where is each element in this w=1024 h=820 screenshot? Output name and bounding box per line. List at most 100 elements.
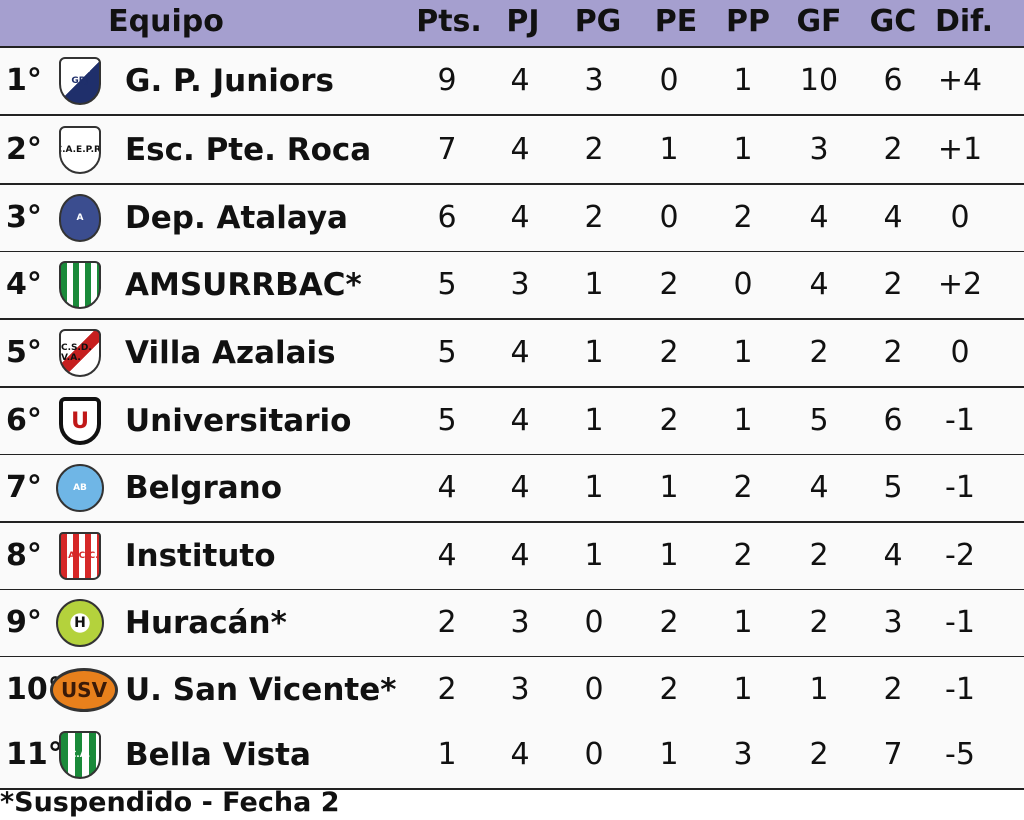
- stat-pe: 2: [659, 403, 679, 438]
- huracan-crest-icon: H: [55, 598, 105, 648]
- stat-dif: +2: [937, 267, 983, 302]
- stat-pg: 1: [584, 335, 604, 370]
- stat-pp: 1: [733, 403, 753, 438]
- stat-pj: 3: [510, 605, 530, 640]
- stat-gf: 3: [809, 132, 829, 167]
- stat-pts: 5: [437, 335, 457, 370]
- crest-shape: AB: [56, 464, 104, 512]
- stat-pts: 9: [437, 63, 457, 98]
- stat-pp: 2: [733, 470, 753, 505]
- stat-gc: 3: [883, 605, 903, 640]
- table-row: 2° C.A.E.P.R. Esc. Pte. Roca 7 4 2 1 1 3 2 +1: [0, 117, 1024, 185]
- rank: 11°: [6, 737, 63, 772]
- stat-pg: 0: [584, 737, 604, 772]
- rank: 5°: [6, 335, 42, 370]
- rank: 7°: [6, 470, 42, 505]
- table-row: 4° AMSURRBAC* 5 3 1 2 0 4 2 +2: [0, 252, 1024, 320]
- stat-pe: 2: [659, 267, 679, 302]
- stat-pe: 2: [659, 605, 679, 640]
- stat-dif: -1: [945, 672, 975, 707]
- stat-pp: 1: [733, 672, 753, 707]
- stat-pts: 5: [437, 403, 457, 438]
- stat-gc: 2: [883, 672, 903, 707]
- rank: 8°: [6, 538, 42, 573]
- team-name: AMSURRBAC*: [125, 267, 362, 303]
- stat-pj: 4: [510, 403, 530, 438]
- crest-shape: I.A.C.C.: [59, 532, 101, 580]
- table-row: 6° U Universitario 5 4 1 2 1 5 6 -1: [0, 388, 1024, 456]
- team-name: Dep. Atalaya: [125, 200, 348, 236]
- stat-pp: 0: [733, 267, 753, 302]
- stat-pp: 2: [733, 538, 753, 573]
- crest-shape: USV: [50, 668, 118, 712]
- table-row: 7° AB Belgrano 4 4 1 1 2 4 5 -1: [0, 455, 1024, 523]
- stat-gf: 4: [809, 470, 829, 505]
- stat-pp: 2: [733, 200, 753, 235]
- stat-dif: 0: [950, 335, 970, 370]
- header-pp: PP: [726, 4, 770, 39]
- stat-gc: 4: [883, 200, 903, 235]
- stat-gc: 4: [883, 538, 903, 573]
- table-row: 5° C.S.D. V.A. Villa Azalais 5 4 1 2 1 2 2 0: [0, 320, 1024, 388]
- rank: 3°: [6, 200, 42, 235]
- stat-gc: 6: [883, 403, 903, 438]
- crest-shape: C.S.D. V.A.: [59, 329, 101, 377]
- rank: 9°: [6, 605, 42, 640]
- team-name: U. San Vicente*: [125, 672, 397, 708]
- header-pj: PJ: [506, 4, 540, 39]
- stat-pe: 0: [659, 63, 679, 98]
- stat-pts: 7: [437, 132, 457, 167]
- table-row: 9° H Huracán* 2 3 0 2 1 2 3 -1: [0, 590, 1024, 658]
- stat-gf: 10: [799, 63, 839, 98]
- stat-pg: 0: [584, 605, 604, 640]
- stat-pts: 2: [437, 605, 457, 640]
- stat-pp: 1: [733, 605, 753, 640]
- stat-pj: 4: [510, 538, 530, 573]
- stat-pg: 2: [584, 132, 604, 167]
- stat-pp: 3: [733, 737, 753, 772]
- stat-dif: +1: [937, 132, 983, 167]
- stat-pj: 4: [510, 335, 530, 370]
- crest-shape: C.A.: [59, 731, 101, 779]
- stat-pp: 1: [733, 335, 753, 370]
- stat-gc: 7: [883, 737, 903, 772]
- team-name: G. P. Juniors: [125, 63, 334, 99]
- stat-pj: 4: [510, 470, 530, 505]
- team-name: Belgrano: [125, 470, 283, 506]
- footnote: *Suspendido - Fecha 2: [0, 787, 340, 818]
- stat-pe: 2: [659, 672, 679, 707]
- stat-pts: 2: [437, 672, 457, 707]
- stat-gf: 2: [809, 737, 829, 772]
- team-name: Universitario: [125, 403, 352, 439]
- stat-gc: 2: [883, 335, 903, 370]
- stat-gf: 2: [809, 605, 829, 640]
- stat-pg: 3: [584, 63, 604, 98]
- stat-pg: 2: [584, 200, 604, 235]
- rank: 1°: [6, 63, 42, 98]
- instituto-crest-icon: I.A.C.C.: [55, 531, 105, 581]
- stat-dif: -5: [945, 737, 975, 772]
- stat-pts: 4: [437, 538, 457, 573]
- atalaya-crest-icon: A: [55, 193, 105, 243]
- table-header: Equipo Pts. PJ PG PE PP GF GC Dif.: [0, 0, 1024, 49]
- stat-dif: +4: [937, 63, 983, 98]
- stat-dif: 0: [950, 200, 970, 235]
- header-gf: GF: [796, 4, 842, 39]
- belgrano-crest-icon: AB: [55, 463, 105, 513]
- stat-gc: 6: [883, 63, 903, 98]
- stat-pe: 0: [659, 200, 679, 235]
- stat-pe: 2: [659, 335, 679, 370]
- stat-pj: 4: [510, 132, 530, 167]
- stat-pg: 1: [584, 538, 604, 573]
- stat-pj: 3: [510, 672, 530, 707]
- stat-pj: 3: [510, 267, 530, 302]
- stat-gc: 2: [883, 132, 903, 167]
- stat-pts: 5: [437, 267, 457, 302]
- stat-pts: 4: [437, 470, 457, 505]
- stat-pe: 1: [659, 538, 679, 573]
- stat-pe: 1: [659, 737, 679, 772]
- stat-pp: 1: [733, 63, 753, 98]
- header-gc: GC: [869, 4, 917, 39]
- stat-pg: 1: [584, 403, 604, 438]
- team-name: Instituto: [125, 538, 276, 574]
